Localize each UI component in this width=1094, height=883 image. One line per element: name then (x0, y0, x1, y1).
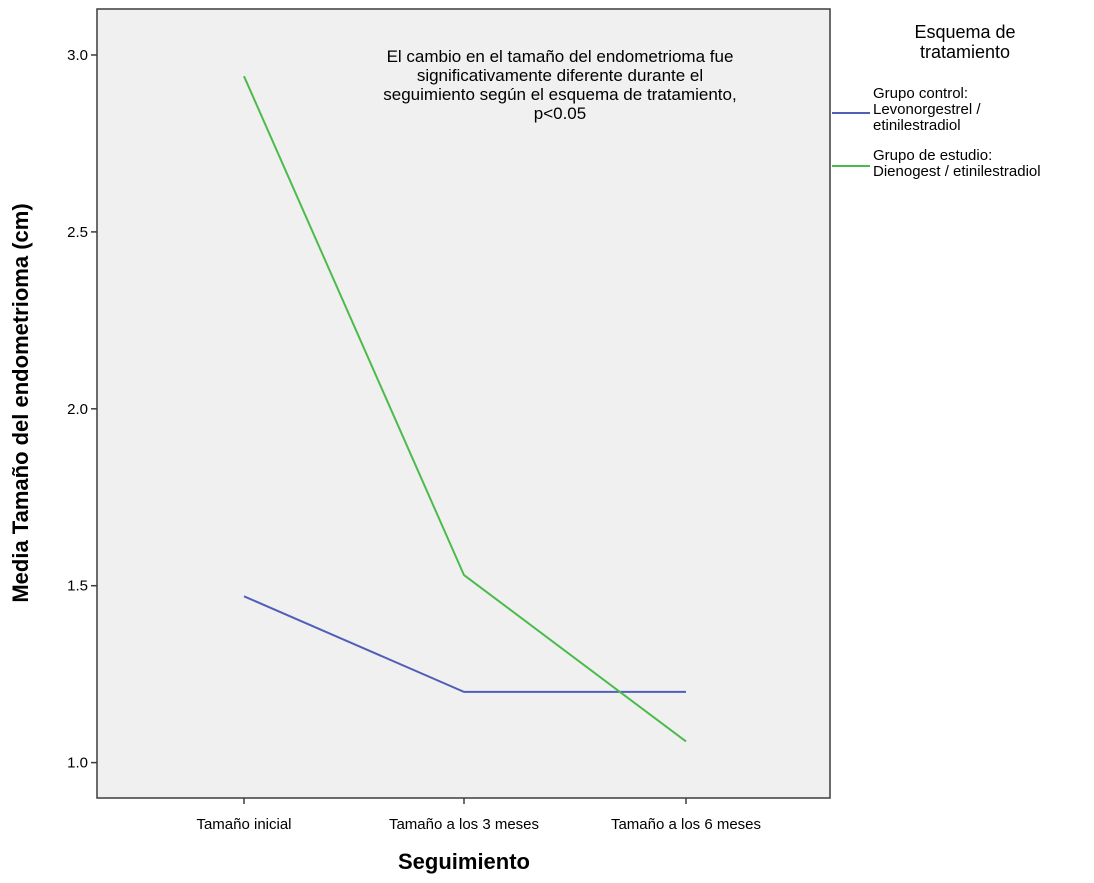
annotation-line: seguimiento según el esquema de tratamie… (383, 85, 736, 104)
series-line-2 (243, 75, 687, 743)
legend-entry-label: Levonorgestrel / (873, 101, 981, 118)
legend-title: Esquema de (914, 22, 1015, 42)
annotation-line: significativamente diferente durante el (417, 66, 703, 85)
legend-title: tratamiento (920, 42, 1010, 62)
y-tick-label: 2.0 (67, 401, 88, 418)
y-axis-title: Media Tamaño del endometrioma (cm) (8, 203, 33, 602)
x-tick-label: Tamaño a los 3 meses (389, 816, 539, 833)
y-tick-label: 1.5 (67, 578, 88, 595)
x-axis-title: Seguimiento (398, 849, 530, 874)
plot-area (96, 8, 831, 799)
legend-entry-label: Dienogest / etinilestradiol (873, 163, 1041, 180)
legend-entry-label: Grupo de estudio: (873, 147, 992, 164)
annotation-line: El cambio en el tamaño del endometrioma … (387, 47, 734, 66)
legend-entry-label: Grupo control: (873, 85, 968, 102)
legend-entry-label: etinilestradiol (873, 117, 961, 134)
y-axis-ticks: 1.0 1.5 2.0 2.5 3.0 (67, 47, 97, 772)
y-tick-label: 3.0 (67, 47, 88, 64)
annotation-line: p<0.05 (534, 104, 586, 123)
y-tick-label: 1.0 (67, 755, 88, 772)
series-line-1 (243, 595, 686, 693)
x-tick-label: Tamaño inicial (196, 816, 291, 833)
series-lines (243, 75, 687, 743)
x-tick-label: Tamaño a los 6 meses (611, 816, 761, 833)
chart-annotation: El cambio en el tamaño del endometrioma … (383, 47, 736, 123)
y-tick-label: 2.5 (67, 224, 88, 241)
x-axis-ticks: Tamaño inicial Tamaño a los 3 meses Tamaño… (196, 798, 761, 833)
